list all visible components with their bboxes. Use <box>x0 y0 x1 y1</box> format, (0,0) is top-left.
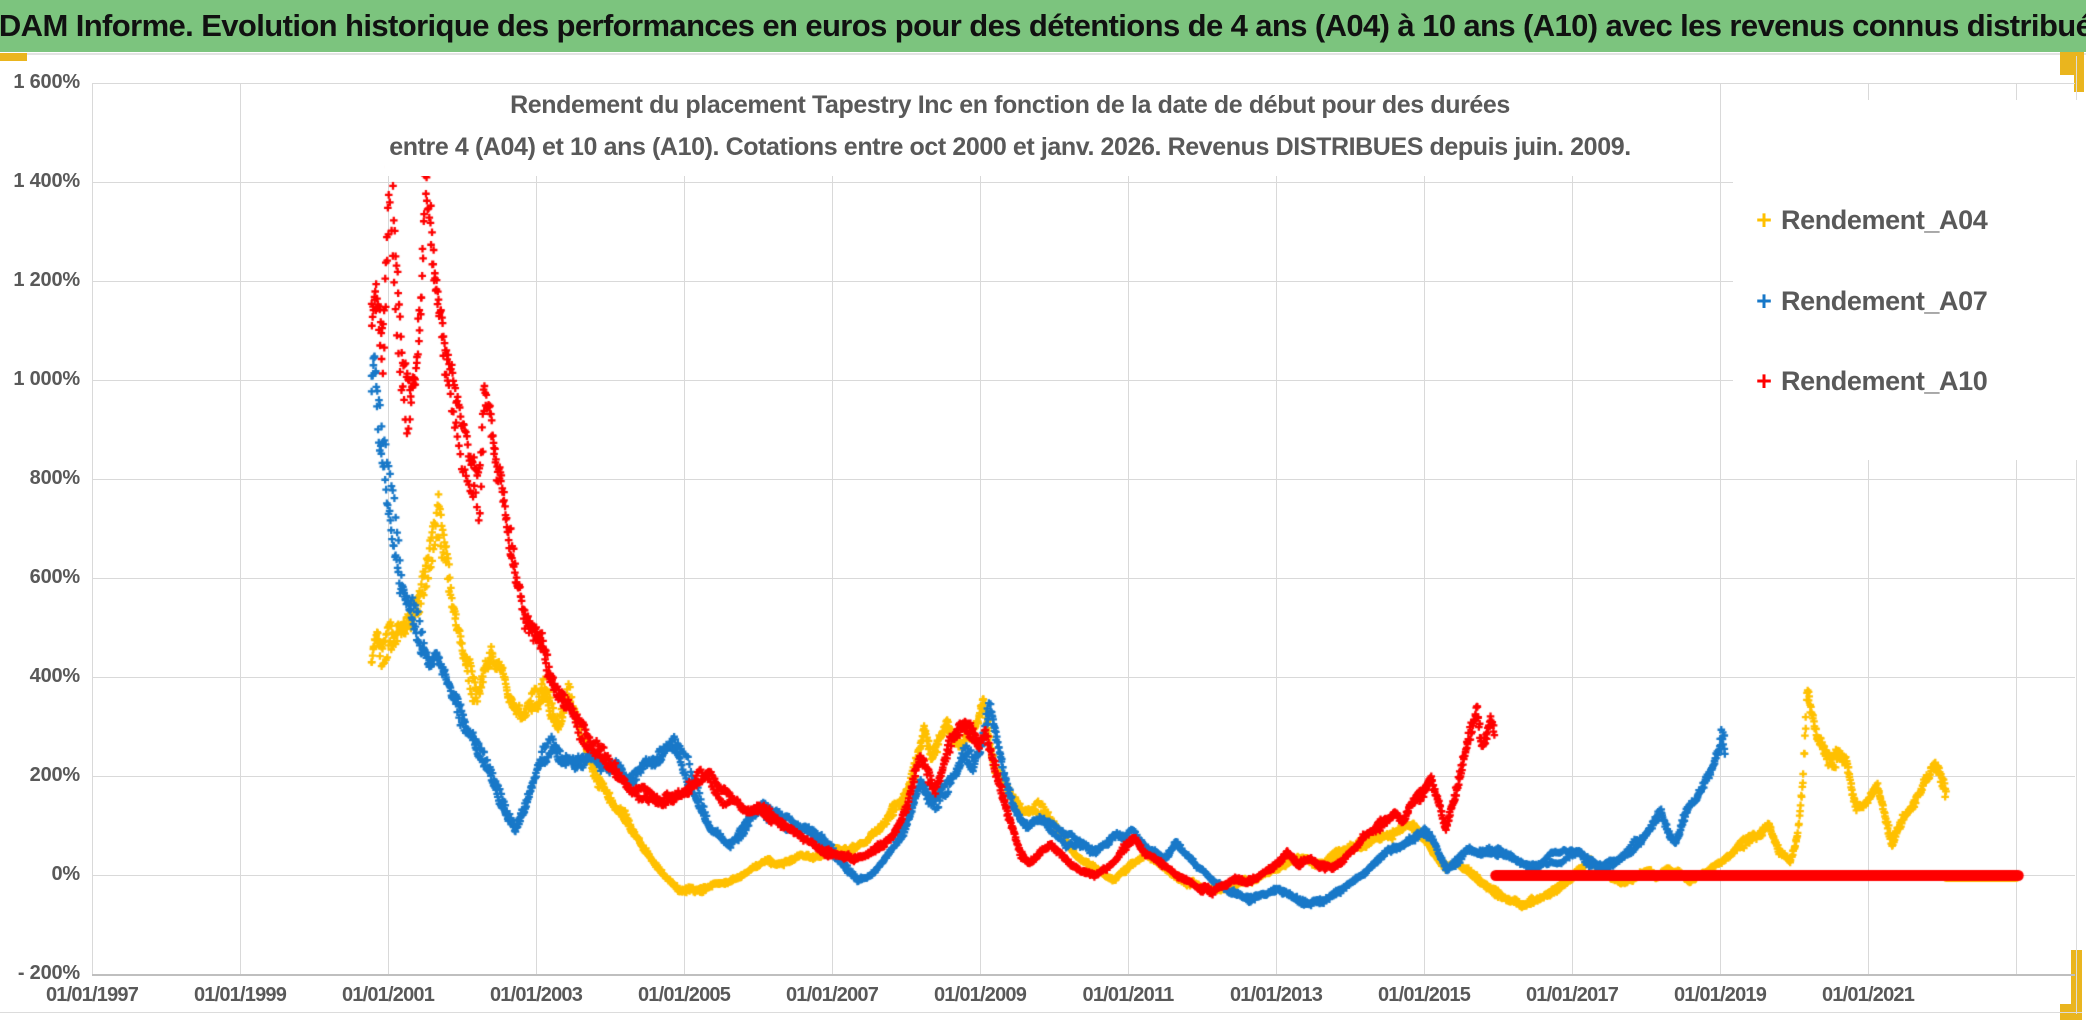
x-tick-label: 01/01/2003 <box>489 984 583 1006</box>
x-tick-label: 01/01/2017 <box>1525 984 1619 1006</box>
banner: ADAM Informe. Evolution historique des p… <box>0 0 2086 52</box>
plus-marker-icon: + <box>1756 286 1772 316</box>
chart-title-line1: Rendement du placement Tapestry Inc en f… <box>510 91 1510 119</box>
legend-entry-a07: + Rendement_A07 <box>1747 276 1988 326</box>
x-tick-label: 01/01/2009 <box>933 984 1027 1006</box>
chart-title-line2: entre 4 (A04) et 10 ans (A10). Cotations… <box>389 133 1631 161</box>
y-tick-label: 1 000% <box>13 368 80 390</box>
y-tick-label: 0% <box>51 863 80 885</box>
y-tick-label: - 200% <box>17 962 80 984</box>
x-tick-label: 01/01/2021 <box>1821 984 1915 1006</box>
x-tick-label: 01/01/2013 <box>1229 984 1323 1006</box>
y-tick-label: 600% <box>29 566 81 588</box>
plot-area: Rendement du placement Tapestry Inc en f… <box>0 52 2086 1032</box>
y-tick-label: 1 600% <box>13 71 80 93</box>
plus-marker-icon: + <box>1756 366 1772 396</box>
legend-label-a10: Rendement_A10 <box>1781 365 1988 396</box>
x-tick-label: 01/01/1997 <box>45 984 139 1006</box>
banner-title: ADAM Informe. Evolution historique des p… <box>0 8 2086 43</box>
legend-entry-a10: + Rendement_A10 <box>1747 356 1988 406</box>
chart-title: Rendement du placement Tapestry Inc en f… <box>385 84 1635 176</box>
x-tick-label: 01/01/2001 <box>341 984 435 1006</box>
legend: + Rendement_A04 + Rendement_A07 + Rendem… <box>1733 100 2077 460</box>
plus-marker-icon: + <box>1756 205 1772 235</box>
x-tick-label: 01/01/2015 <box>1377 984 1471 1006</box>
y-tick-label: 800% <box>29 467 81 489</box>
y-tick-label: 1 200% <box>13 269 80 291</box>
legend-label-a04: Rendement_A04 <box>1781 204 1988 235</box>
x-tick-label: 01/01/2019 <box>1673 984 1767 1006</box>
legend-label-a07: Rendement_A07 <box>1781 285 1988 316</box>
x-tick-label: 01/01/1999 <box>193 984 287 1006</box>
y-tick-label: 1 400% <box>13 170 80 192</box>
x-tick-label: 01/01/2011 <box>1082 984 1175 1006</box>
legend-entry-a04: + Rendement_A04 <box>1747 195 1988 245</box>
x-tick-label: 01/01/2007 <box>785 984 879 1006</box>
y-tick-label: 200% <box>29 764 81 786</box>
x-tick-label: 01/01/2005 <box>637 984 731 1006</box>
y-tick-label: 400% <box>29 665 81 687</box>
